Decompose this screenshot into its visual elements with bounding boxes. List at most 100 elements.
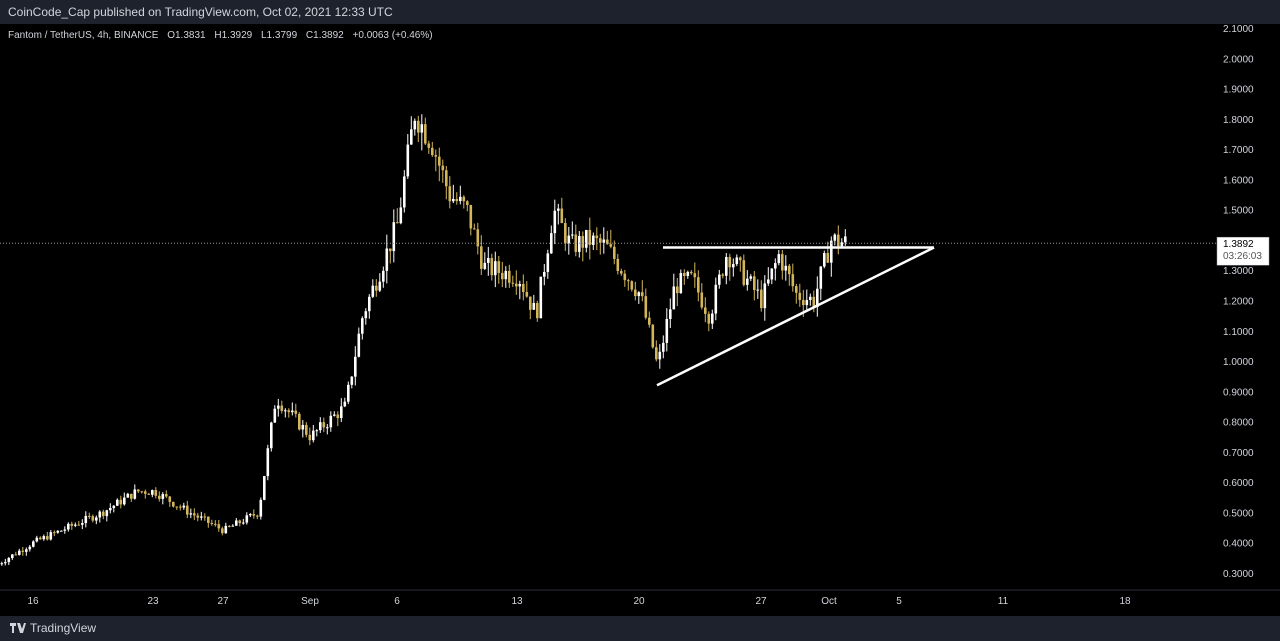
candle-body	[116, 499, 119, 506]
candle-body	[585, 229, 588, 248]
candle-body	[483, 262, 487, 269]
time-axis[interactable]: 16 23 27 Sep 6 13 20 27 Oct 5 11 18	[0, 589, 1280, 607]
candle-body	[739, 257, 742, 261]
candle-body	[826, 253, 830, 263]
candle-body	[249, 514, 252, 516]
candle-body	[441, 165, 445, 171]
x-tick-label: 27	[755, 596, 767, 607]
candle-body	[406, 144, 410, 177]
candle-body	[63, 529, 67, 531]
candle-body	[833, 234, 837, 241]
price-chart[interactable]: 0.3000 0.4000 0.5000 0.6000 0.7000 0.8000 0.90…	[0, 24, 1280, 616]
candle-body	[627, 280, 630, 282]
candle-body	[606, 239, 609, 245]
candle-body	[56, 530, 60, 533]
candle-body	[788, 265, 791, 275]
candle-body	[616, 258, 620, 271]
candle-body	[501, 272, 504, 280]
candle-body	[641, 292, 644, 297]
candle-body	[200, 516, 203, 518]
candle-body	[686, 271, 690, 276]
candle-body	[0, 563, 4, 565]
y-tick-label: 1.8000	[1223, 115, 1254, 126]
candle-body	[690, 271, 693, 274]
candle-body	[830, 240, 833, 263]
chart-area[interactable]: 0.3000 0.4000 0.5000 0.6000 0.7000 0.8000 0.90…	[0, 24, 1280, 616]
candle-body	[203, 516, 207, 518]
candle-body	[336, 414, 340, 419]
candle-body	[410, 129, 413, 145]
candle-body	[158, 495, 161, 499]
candle-body	[434, 155, 438, 157]
candle-body	[700, 292, 704, 308]
last-price-badge-box	[1216, 236, 1270, 266]
drawings-group[interactable]	[656, 246, 935, 387]
candle-body	[312, 430, 315, 441]
candle-body	[732, 264, 735, 268]
candle-body	[844, 236, 847, 243]
candle-body	[375, 285, 378, 291]
candle-body	[504, 270, 508, 280]
candle-body	[259, 499, 263, 517]
candle-body	[165, 494, 168, 497]
candle-body	[7, 558, 11, 563]
candle-body	[735, 257, 739, 265]
candle-body	[133, 489, 137, 499]
candle-body	[676, 286, 679, 294]
candle-body	[326, 427, 329, 429]
candles-group	[0, 114, 847, 566]
candle-body	[490, 257, 494, 276]
candle-body	[343, 401, 347, 407]
symbol-legend[interactable]: Fantom / TetherUS, 4h, BINANCE O1.3831 H…	[8, 30, 433, 41]
candle-body	[368, 296, 371, 312]
candle-body	[798, 292, 802, 300]
candle-body	[91, 516, 95, 521]
candle-body	[756, 289, 760, 291]
last-price-value: 1.3892	[1223, 239, 1254, 250]
support-trendline[interactable]	[656, 246, 935, 387]
candle-body	[651, 324, 655, 348]
candle-body	[714, 284, 718, 314]
candle-body	[305, 424, 308, 435]
candle-body	[340, 406, 343, 419]
legend-symbol[interactable]: Fantom / TetherUS, 4h, BINANCE	[8, 30, 159, 41]
candle-body	[228, 525, 231, 527]
candle-body	[392, 222, 396, 252]
candle-body	[172, 501, 175, 507]
legend-high-label: H	[214, 30, 221, 41]
candle-body	[35, 537, 39, 542]
y-tick-label: 1.7000	[1223, 145, 1254, 156]
y-tick-label: 1.0000	[1223, 357, 1254, 368]
y-tick-label: 0.3000	[1223, 569, 1254, 580]
candle-body	[53, 532, 56, 534]
candle-body	[301, 424, 305, 430]
candle-body	[105, 510, 109, 517]
tradingview-logo[interactable]: TradingView	[10, 621, 96, 635]
legend-open: 1.3831	[175, 30, 206, 41]
candle-body	[81, 523, 84, 525]
candle-body	[245, 515, 249, 523]
candle-body	[424, 124, 427, 144]
candle-body	[112, 505, 116, 509]
candle-body	[588, 229, 592, 245]
candle-body	[809, 296, 812, 301]
candle-body	[459, 196, 462, 202]
candle-body	[581, 236, 585, 248]
y-tick-label: 0.5000	[1223, 508, 1254, 519]
candle-body	[508, 270, 511, 283]
candle-body	[42, 536, 46, 540]
candle-body	[389, 248, 392, 252]
candle-body	[571, 234, 574, 236]
candle-body	[609, 244, 613, 247]
candle-body	[840, 242, 844, 247]
candle-body	[592, 235, 595, 245]
y-tick-label: 2.1000	[1223, 24, 1254, 35]
candle-body	[88, 515, 91, 517]
price-scale-background	[1216, 24, 1280, 616]
candle-body	[119, 499, 123, 505]
candle-body	[578, 236, 581, 252]
publish-header: CoinCode_Cap published on TradingView.co…	[0, 0, 1280, 24]
candle-body	[452, 198, 455, 202]
candle-body	[525, 291, 529, 297]
candle-body	[550, 233, 553, 254]
